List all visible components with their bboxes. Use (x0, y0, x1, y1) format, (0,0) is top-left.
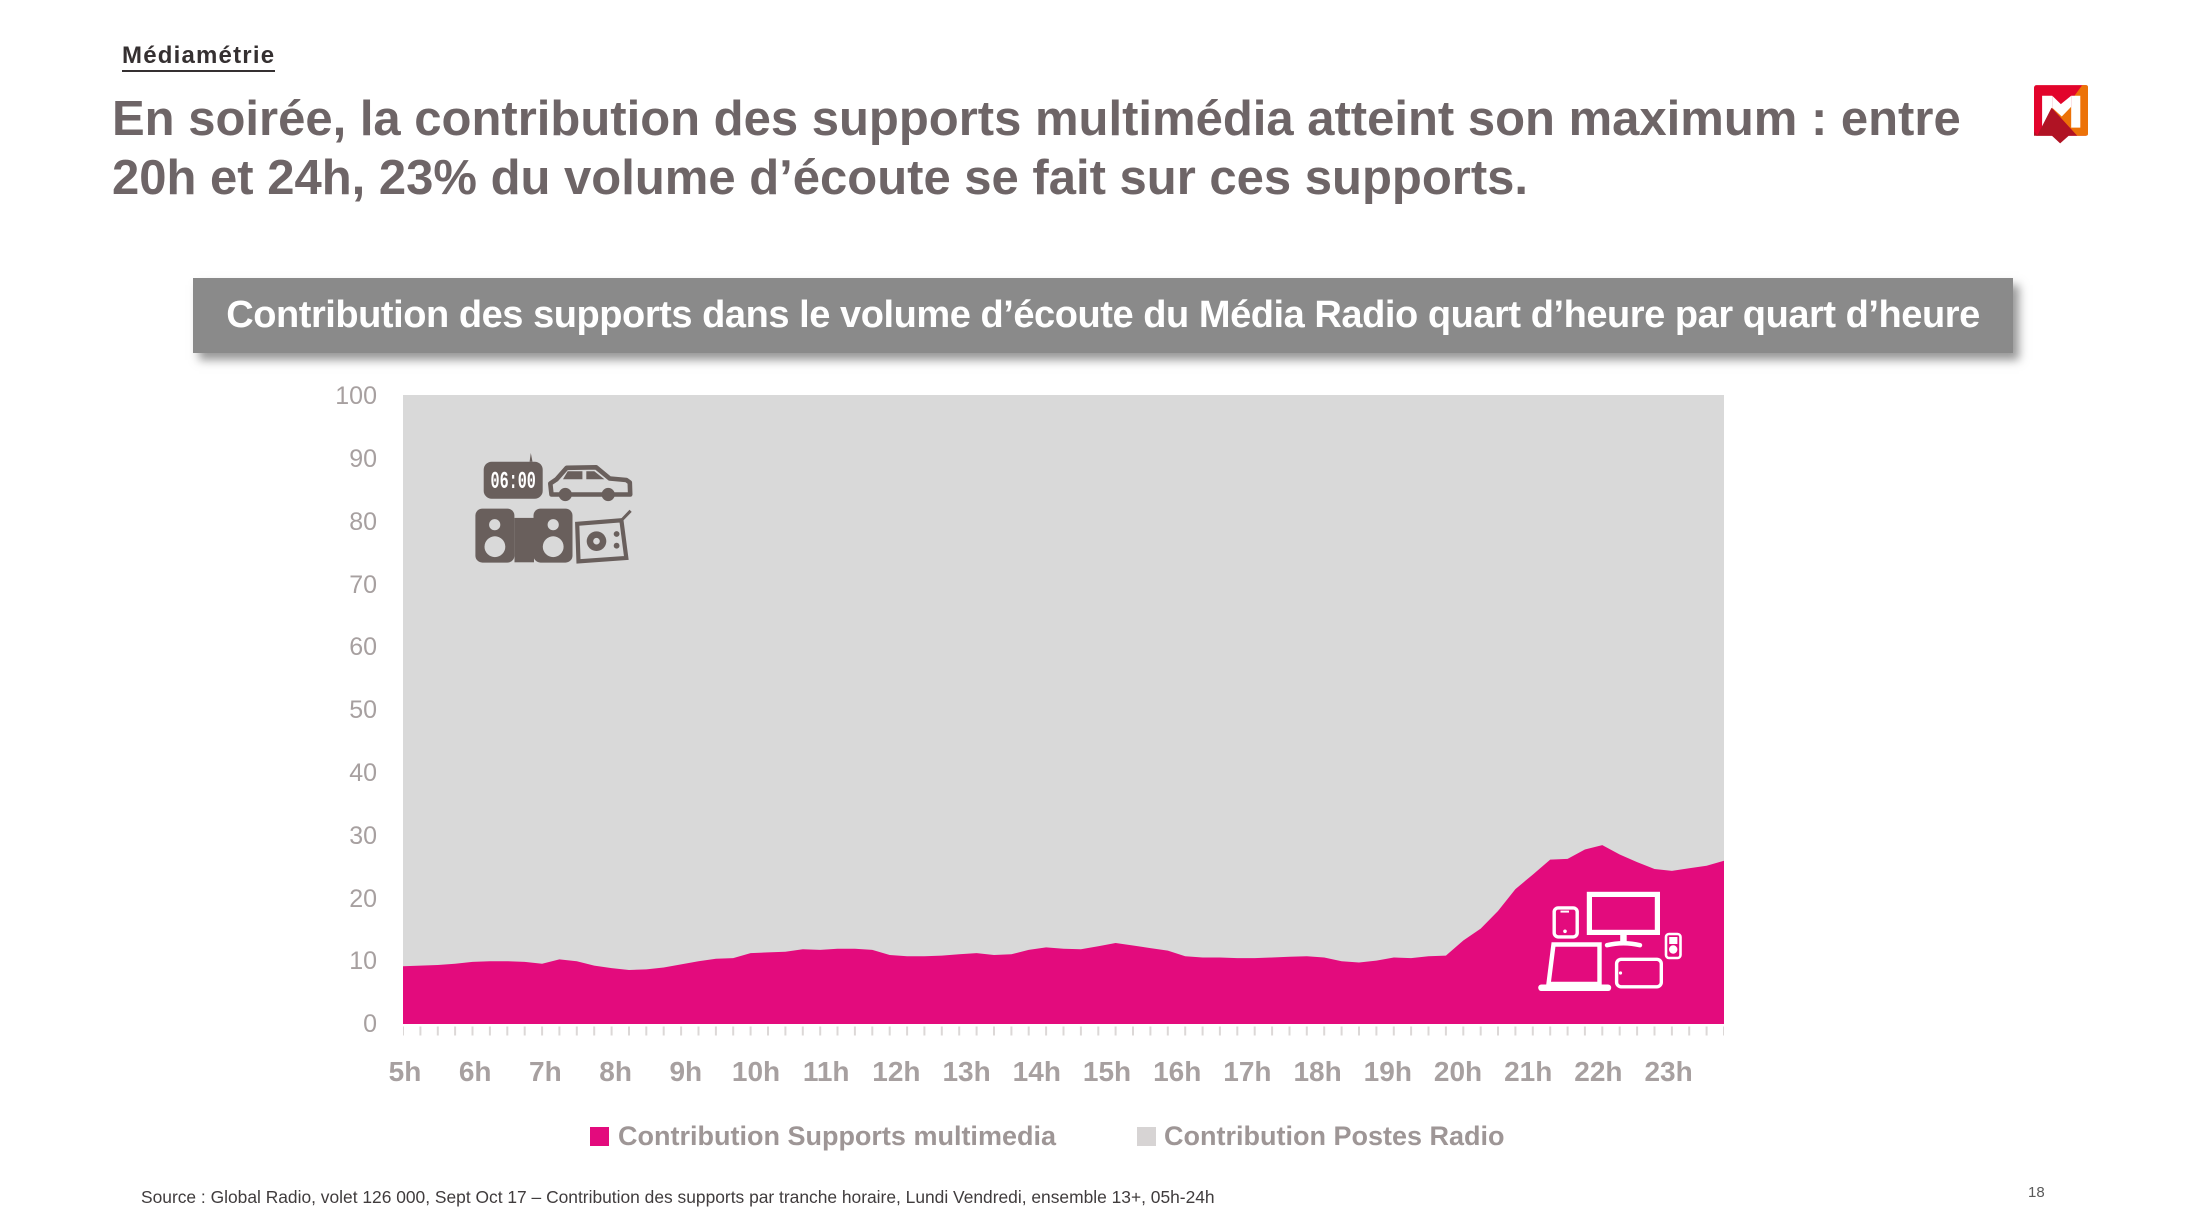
svg-text:06:00: 06:00 (491, 469, 536, 497)
